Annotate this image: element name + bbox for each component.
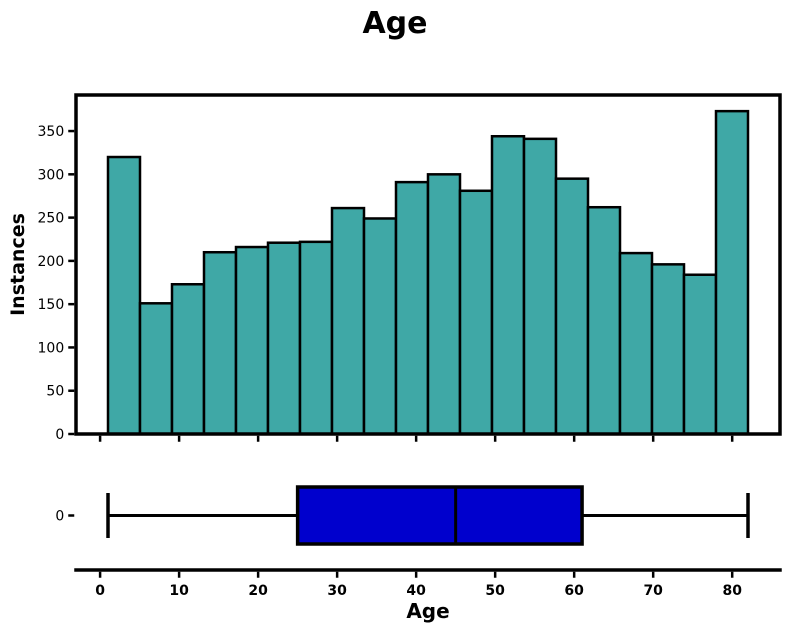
boxplot-box — [295, 485, 584, 546]
histogram-bar — [362, 217, 398, 436]
y-axis-tick-label: 0 — [55, 427, 64, 443]
y-axis-tick-label: 200 — [38, 254, 65, 270]
x-axis-tick-label: 30 — [327, 583, 347, 599]
histogram-bar — [490, 134, 526, 436]
x-axis-tick-label: 50 — [485, 583, 505, 599]
histogram-bar — [298, 240, 334, 436]
histogram-bar — [458, 189, 494, 436]
x-axis-tick-label: 0 — [95, 583, 105, 599]
histogram-bar — [650, 263, 686, 436]
y-axis-tick-label: 50 — [46, 384, 64, 400]
histogram-bar — [266, 241, 302, 436]
histogram-bar — [330, 206, 366, 436]
histogram-bar — [618, 251, 654, 436]
y-axis-tick-label: 250 — [38, 211, 65, 227]
x-axis-tick-label: 20 — [248, 583, 268, 599]
x-axis-tick-label: 40 — [406, 583, 426, 599]
histogram-bar — [586, 205, 622, 436]
x-axis-tick-label: 80 — [722, 583, 742, 599]
y-axis-tick-label: 350 — [38, 124, 65, 140]
histogram-bar — [714, 109, 750, 436]
x-axis-tick-label: 10 — [169, 583, 189, 599]
x-axis-tick-label: 60 — [564, 583, 584, 599]
histogram-bar — [234, 245, 270, 436]
y-axis-tick-label: 300 — [38, 167, 65, 183]
histogram-bar — [394, 180, 430, 436]
histogram-bar — [682, 273, 718, 436]
histogram-bar — [554, 177, 590, 436]
histogram-bar — [138, 302, 174, 436]
y-axis-tick-label: 150 — [38, 297, 65, 313]
histogram-bar — [106, 155, 142, 436]
boxplot-y-tick-label: 0 — [55, 509, 64, 525]
y-axis-label: Instances — [7, 213, 29, 316]
x-axis-label: Age — [406, 599, 449, 623]
y-axis-tick-label: 100 — [38, 340, 65, 356]
histogram-bar — [522, 137, 558, 436]
histogram-bar — [426, 173, 462, 436]
x-axis-tick-label: 70 — [643, 583, 663, 599]
figure-title: Age — [362, 6, 428, 41]
histogram-bar — [202, 250, 238, 436]
histogram-bar — [170, 283, 206, 436]
histogram-frame — [74, 93, 782, 436]
